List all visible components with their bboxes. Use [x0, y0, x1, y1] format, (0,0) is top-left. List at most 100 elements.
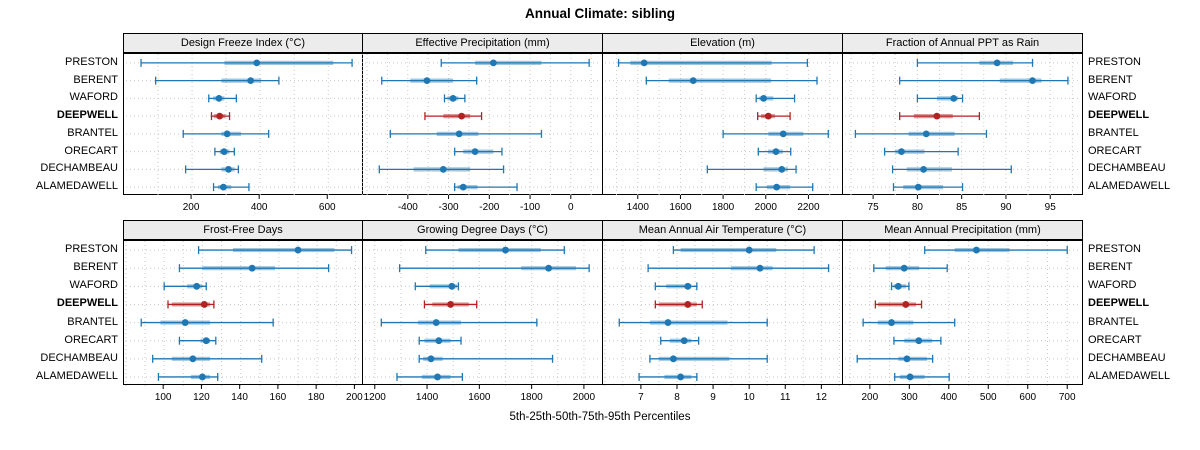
interval-row-waford [755, 94, 796, 103]
axis-tick-label: 160 [270, 392, 287, 403]
site-label-right-dechambeau: DECHAMBEAU [1088, 162, 1166, 175]
axis-tick-label: 7 [638, 392, 644, 403]
interval-row-brantel [182, 129, 270, 138]
interval-row-alamedawell [892, 183, 964, 192]
interval-row-alamedawell [638, 372, 698, 381]
panel-canvas [845, 241, 1081, 386]
panel-plot [363, 240, 603, 386]
site-label-left-waford: WAFORD [69, 279, 118, 292]
interval-row-waford [163, 282, 207, 291]
axis-tick-label: 100 [155, 392, 172, 403]
interval-row-brantel [380, 318, 538, 327]
interval-row-preston [197, 246, 353, 255]
interval-row-orecart [660, 336, 700, 345]
axis-tick-label: 500 [980, 392, 997, 403]
panel-strip-title: Mean Annual Precipitation (mm) [884, 224, 1041, 236]
panel-canvas [604, 241, 841, 386]
panel-strip: Design Freeze Index (°C) [123, 33, 363, 53]
interval-row-preston [440, 58, 590, 67]
axis-tick-label: 95 [1045, 202, 1057, 213]
site-label-right-deepwell: DEEPWELL [1088, 297, 1150, 310]
axis-tick-label: 85 [956, 202, 968, 213]
axis-tick-label: 8 [674, 392, 680, 403]
interval-row-preston [916, 58, 1034, 67]
axis-tick-label: 1400 [627, 202, 650, 213]
site-label-left-berent: BERENT [73, 73, 118, 86]
interval-row-berent [645, 76, 818, 85]
axis-tick-label: 400 [251, 202, 268, 213]
interval-row-brantel [862, 318, 956, 327]
interval-row-dechambeau [856, 354, 934, 363]
axis-tick-label: 1800 [712, 202, 735, 213]
axis-tick-label: 1400 [416, 392, 439, 403]
interval-row-dechambeau [418, 354, 554, 363]
axis-tick-label: 120 [193, 392, 210, 403]
axis-tick-label: 200 [183, 202, 200, 213]
interval-row-brantel [140, 318, 274, 327]
interval-row-preston [924, 246, 1068, 255]
axis-tick-label: 1200 [364, 392, 387, 403]
site-label-left-dechambeau: DECHAMBEAU [40, 351, 118, 364]
site-label-left-waford: WAFORD [69, 91, 118, 104]
axis-tick-label: 200 [346, 392, 363, 403]
panel-strip-title: Effective Precipitation (mm) [415, 37, 550, 49]
interval-row-brantel [854, 129, 988, 138]
site-label-left-deepwell: DEEPWELL [56, 109, 118, 122]
interval-row-alamedawell [755, 183, 814, 192]
site-label-right-waford: WAFORD [1088, 279, 1137, 292]
site-label-left-orecart: ORECART [64, 144, 118, 157]
interval-row-deepwell [874, 300, 923, 309]
interval-row-waford [443, 94, 466, 103]
x-axis: 100 120 140 160 180 200 [155, 385, 363, 403]
axis-tick-label: -200 [479, 202, 499, 213]
panel-plot [603, 240, 843, 386]
interval-row-orecart [883, 147, 959, 156]
axis-tick-label: 10 [744, 392, 756, 403]
site-label-left-dechambeau: DECHAMBEAU [40, 162, 118, 175]
interval-row-preston [140, 58, 353, 67]
axis-tick-label: 180 [308, 392, 325, 403]
site-label-right-brantel: BRANTEL [1088, 315, 1139, 328]
site-label-left-brantel: BRANTEL [67, 126, 118, 139]
interval-row-orecart [178, 336, 217, 345]
interval-row-orecart [757, 147, 792, 156]
panel-strip: Mean Annual Air Temperature (°C) [603, 220, 843, 240]
interval-row-orecart [214, 147, 235, 156]
axis-tick-label: 200 [861, 392, 878, 403]
axis-tick-label: 80 [912, 202, 924, 213]
panel-plot [603, 53, 843, 196]
axis-tick-label: 2000 [755, 202, 778, 213]
panel-plot [843, 240, 1083, 386]
interval-row-deepwell [423, 300, 478, 309]
interval-row-brantel [618, 318, 768, 327]
interval-row-berent [155, 76, 280, 85]
interval-row-alamedawell [894, 372, 950, 381]
axis-tick-label: 1600 [468, 392, 491, 403]
interval-row-orecart [418, 336, 462, 345]
panel-canvas [845, 54, 1081, 196]
site-label-left-berent: BERENT [73, 261, 118, 274]
panel-canvas [605, 54, 841, 196]
interval-row-dechambeau [649, 354, 768, 363]
interval-row-dechambeau [152, 354, 263, 363]
site-label-left-orecart: ORECART [64, 333, 118, 346]
interval-row-alamedawell [396, 372, 463, 381]
panel-strip: Frost-Free Days [123, 220, 363, 240]
axis-tick-label: 140 [231, 392, 248, 403]
axis-tick-label: 600 [1019, 392, 1036, 403]
interval-row-dechambeau [706, 165, 797, 174]
interval-row-preston [425, 246, 565, 255]
interval-row-berent [381, 76, 478, 85]
axis-tick-label: 700 [1059, 392, 1076, 403]
panel-strip-title: Fraction of Annual PPT as Rain [885, 37, 1040, 49]
interval-row-dechambeau [891, 165, 1012, 174]
interval-row-alamedawell [212, 183, 250, 192]
panel-strip-title: Growing Degree Days (°C) [417, 224, 548, 236]
interval-row-deepwell [424, 112, 483, 121]
interval-row-waford [916, 94, 964, 103]
panel-canvas [365, 54, 601, 196]
axis-tick-label: 75 [868, 202, 880, 213]
panel-plot [123, 53, 363, 196]
axis-tick-label: 2200 [797, 202, 820, 213]
site-label-left-alamedawell: ALAMEDAWELL [35, 369, 118, 382]
